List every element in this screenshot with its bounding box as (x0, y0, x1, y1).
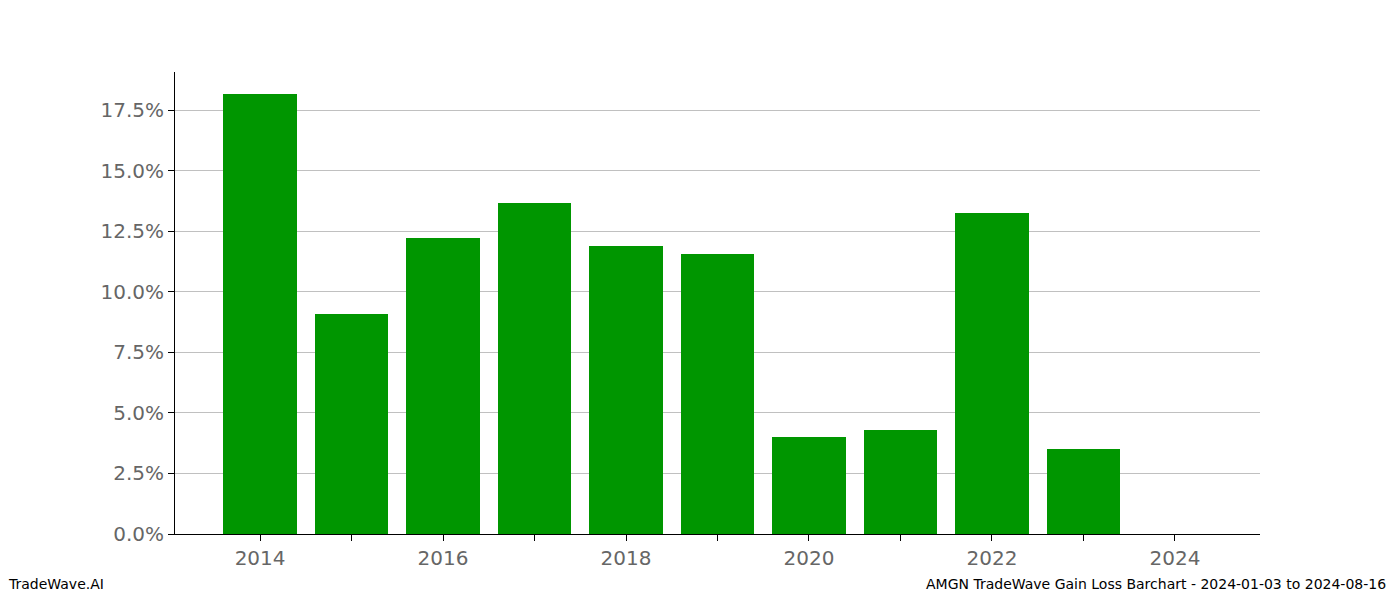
svg-text:AMGN TradeWave Gain Loss Barch: AMGN TradeWave Gain Loss Barchart - 2024… (926, 576, 1386, 592)
svg-text:2020: 2020 (784, 546, 835, 570)
svg-text:2016: 2016 (418, 546, 469, 570)
svg-text:7.5%: 7.5% (113, 340, 164, 364)
svg-text:2014: 2014 (235, 546, 286, 570)
svg-text:TradeWave.AI: TradeWave.AI (8, 576, 104, 592)
svg-text:2024: 2024 (1149, 546, 1200, 570)
svg-text:12.5%: 12.5% (100, 219, 164, 243)
svg-text:5.0%: 5.0% (113, 401, 164, 425)
svg-text:17.5%: 17.5% (100, 98, 164, 122)
svg-text:10.0%: 10.0% (100, 280, 164, 304)
svg-text:2022: 2022 (966, 546, 1017, 570)
svg-text:2018: 2018 (601, 546, 652, 570)
svg-text:15.0%: 15.0% (100, 159, 164, 183)
svg-text:0.0%: 0.0% (113, 522, 164, 546)
svg-text:2.5%: 2.5% (113, 461, 164, 485)
